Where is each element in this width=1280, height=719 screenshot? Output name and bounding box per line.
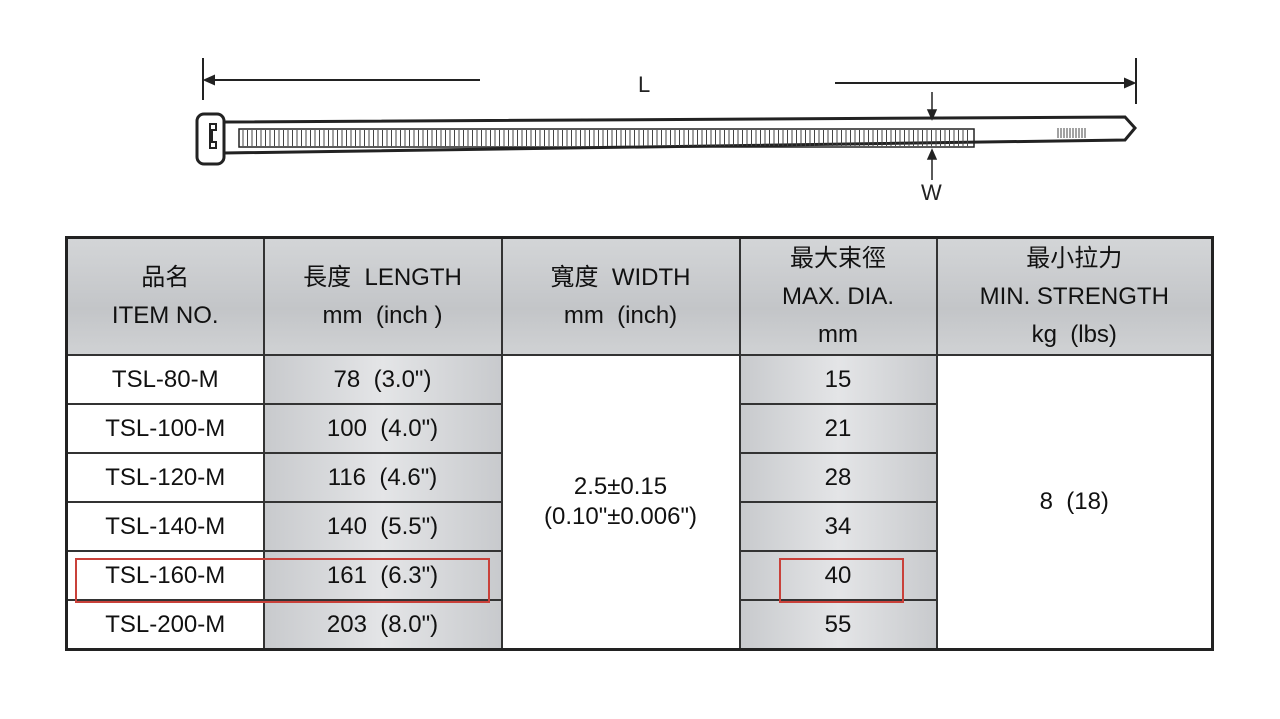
spec-table: 品名 ITEM NO. 長度 LENGTH mm (inch ) 寬度 WIDTH m…	[65, 236, 1214, 651]
header-width: 寬度 WIDTH mm (inch)	[500, 236, 741, 356]
table-row: TSL-100-M 100 (4.0") 21	[65, 403, 1213, 454]
max-dia-cell: 55	[738, 599, 938, 651]
item-cell: TSL-80-M	[65, 354, 265, 405]
header-item: 品名 ITEM NO.	[65, 236, 265, 356]
max-dia-cell: 15	[738, 354, 938, 405]
header-length: 長度 LENGTH mm (inch )	[262, 236, 503, 356]
strength-cell: 8 (18)	[935, 354, 1214, 651]
table-header-row: 品名 ITEM NO. 長度 LENGTH mm (inch ) 寬度 WIDTH m…	[65, 236, 1214, 356]
item-cell: TSL-200-M	[65, 599, 265, 651]
highlight-box-item-length	[75, 558, 490, 603]
max-dia-cell: 34	[738, 501, 938, 552]
item-cell: TSL-100-M	[65, 403, 265, 454]
width-cell: 2.5±0.15 (0.10"±0.006")	[500, 354, 741, 651]
length-label: L	[638, 72, 651, 97]
max-dia-cell: 21	[738, 403, 938, 454]
length-cell: 140 (5.5")	[262, 501, 503, 552]
item-cell: TSL-140-M	[65, 501, 265, 552]
header-max-dia: 最大束徑 MAX. DIA. mm	[738, 236, 938, 356]
cable-tie-diagram	[195, 58, 1137, 180]
table-row: TSL-140-M 140 (5.5") 34	[65, 501, 1213, 552]
table-row: TSL-120-M 116 (4.6") 28	[65, 452, 1213, 503]
width-label: W	[921, 180, 942, 205]
length-cell: 100 (4.0")	[262, 403, 503, 454]
highlight-box-max-dia	[779, 558, 904, 603]
table-row: TSL-80-M 78 (3.0") 2.5±0.15 (0.10"±0.006"…	[65, 354, 1214, 651]
length-cell: 116 (4.6")	[262, 452, 503, 503]
table-row: TSL-200-M 203 (8.0") 55	[65, 599, 1213, 651]
length-cell: 78 (3.0")	[262, 354, 503, 405]
header-strength: 最小拉力 MIN. STRENGTH kg (lbs)	[935, 236, 1214, 356]
length-cell: 203 (8.0")	[262, 599, 503, 651]
item-cell: TSL-120-M	[65, 452, 265, 503]
max-dia-cell: 28	[738, 452, 938, 503]
